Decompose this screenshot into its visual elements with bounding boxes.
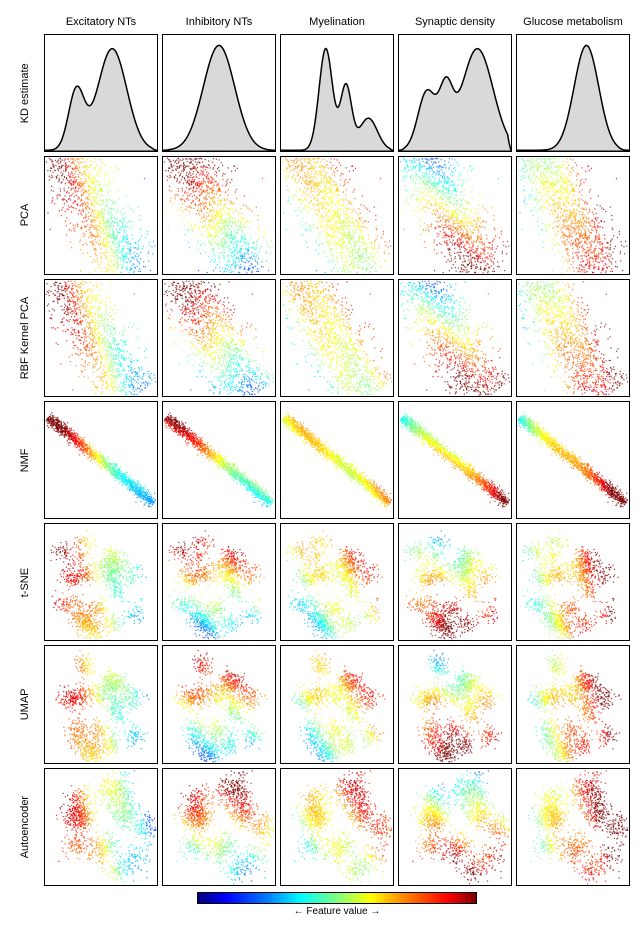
scatter-plot: [399, 769, 511, 885]
cell-nmf-inhibitory: [162, 401, 276, 519]
scatter-plot: [281, 769, 393, 885]
cell-rbf-excitatory: [44, 279, 158, 397]
scatter-plot: [517, 646, 629, 762]
colorbar: [197, 892, 477, 904]
corner-spacer-bottom: [10, 890, 40, 920]
scatter-plot: [163, 769, 275, 885]
cell-pca-synaptic: [398, 156, 512, 274]
col-header-excitatory: Excitatory NTs: [44, 10, 158, 30]
scatter-plot: [45, 280, 157, 396]
cell-ae-inhibitory: [162, 768, 276, 886]
row-header-pca: PCA: [10, 156, 40, 274]
cell-pca-glucose: [516, 156, 630, 274]
cell-pca-excitatory: [44, 156, 158, 274]
cell-nmf-excitatory: [44, 401, 158, 519]
cell-umap-synaptic: [398, 645, 512, 763]
scatter-plot: [45, 646, 157, 762]
cell-ae-glucose: [516, 768, 630, 886]
cell-kde-glucose: [516, 34, 630, 152]
row-header-kde: KD estimate: [10, 34, 40, 152]
scatter-plot: [281, 280, 393, 396]
density-plot: [45, 35, 157, 151]
scatter-plot: [163, 646, 275, 762]
scatter-plot: [399, 157, 511, 273]
scatter-plot: [281, 646, 393, 762]
cell-umap-excitatory: [44, 645, 158, 763]
cell-rbf-glucose: [516, 279, 630, 397]
cell-umap-inhibitory: [162, 645, 276, 763]
scatter-plot: [45, 402, 157, 518]
scatter-plot: [163, 157, 275, 273]
col-header-glucose: Glucose metabolism: [516, 10, 630, 30]
cell-tsne-inhibitory: [162, 523, 276, 641]
cell-nmf-synaptic: [398, 401, 512, 519]
cell-rbf-myelination: [280, 279, 394, 397]
scatter-plot: [399, 524, 511, 640]
cell-rbf-synaptic: [398, 279, 512, 397]
figure-grid: Excitatory NTs Inhibitory NTs Myelinatio…: [10, 10, 630, 920]
density-plot: [281, 35, 393, 151]
scatter-plot: [517, 769, 629, 885]
scatter-plot: [163, 280, 275, 396]
cell-kde-excitatory: [44, 34, 158, 152]
row-header-nmf: NMF: [10, 401, 40, 519]
cell-kde-myelination: [280, 34, 394, 152]
scatter-plot: [281, 402, 393, 518]
scatter-plot: [45, 157, 157, 273]
cell-tsne-synaptic: [398, 523, 512, 641]
cell-kde-synaptic: [398, 34, 512, 152]
density-plot: [399, 35, 511, 151]
cell-tsne-excitatory: [44, 523, 158, 641]
density-plot: [517, 35, 629, 151]
scatter-plot: [517, 157, 629, 273]
colorbar-container: ← Feature value →: [44, 890, 630, 920]
scatter-plot: [163, 524, 275, 640]
cell-pca-inhibitory: [162, 156, 276, 274]
scatter-plot: [399, 402, 511, 518]
cell-ae-myelination: [280, 768, 394, 886]
cell-ae-excitatory: [44, 768, 158, 886]
col-header-synaptic: Synaptic density: [398, 10, 512, 30]
density-plot: [163, 35, 275, 151]
col-header-myelination: Myelination: [280, 10, 394, 30]
scatter-plot: [517, 280, 629, 396]
scatter-plot: [163, 402, 275, 518]
cell-nmf-myelination: [280, 401, 394, 519]
scatter-plot: [399, 646, 511, 762]
cell-tsne-myelination: [280, 523, 394, 641]
row-header-tsne: t-SNE: [10, 523, 40, 641]
cell-kde-inhibitory: [162, 34, 276, 152]
scatter-plot: [399, 280, 511, 396]
col-header-inhibitory: Inhibitory NTs: [162, 10, 276, 30]
scatter-plot: [281, 157, 393, 273]
row-header-umap: UMAP: [10, 645, 40, 763]
cell-pca-myelination: [280, 156, 394, 274]
scatter-plot: [45, 769, 157, 885]
cell-rbf-inhibitory: [162, 279, 276, 397]
cell-umap-glucose: [516, 645, 630, 763]
cell-umap-myelination: [280, 645, 394, 763]
row-header-ae: Autoencoder: [10, 768, 40, 886]
scatter-plot: [281, 524, 393, 640]
cell-ae-synaptic: [398, 768, 512, 886]
cell-tsne-glucose: [516, 523, 630, 641]
colorbar-label: ← Feature value →: [294, 906, 381, 917]
corner-spacer: [10, 10, 40, 30]
scatter-plot: [517, 402, 629, 518]
cell-nmf-glucose: [516, 401, 630, 519]
scatter-plot: [45, 524, 157, 640]
scatter-plot: [517, 524, 629, 640]
row-header-rbf: RBF Kernel PCA: [10, 279, 40, 397]
